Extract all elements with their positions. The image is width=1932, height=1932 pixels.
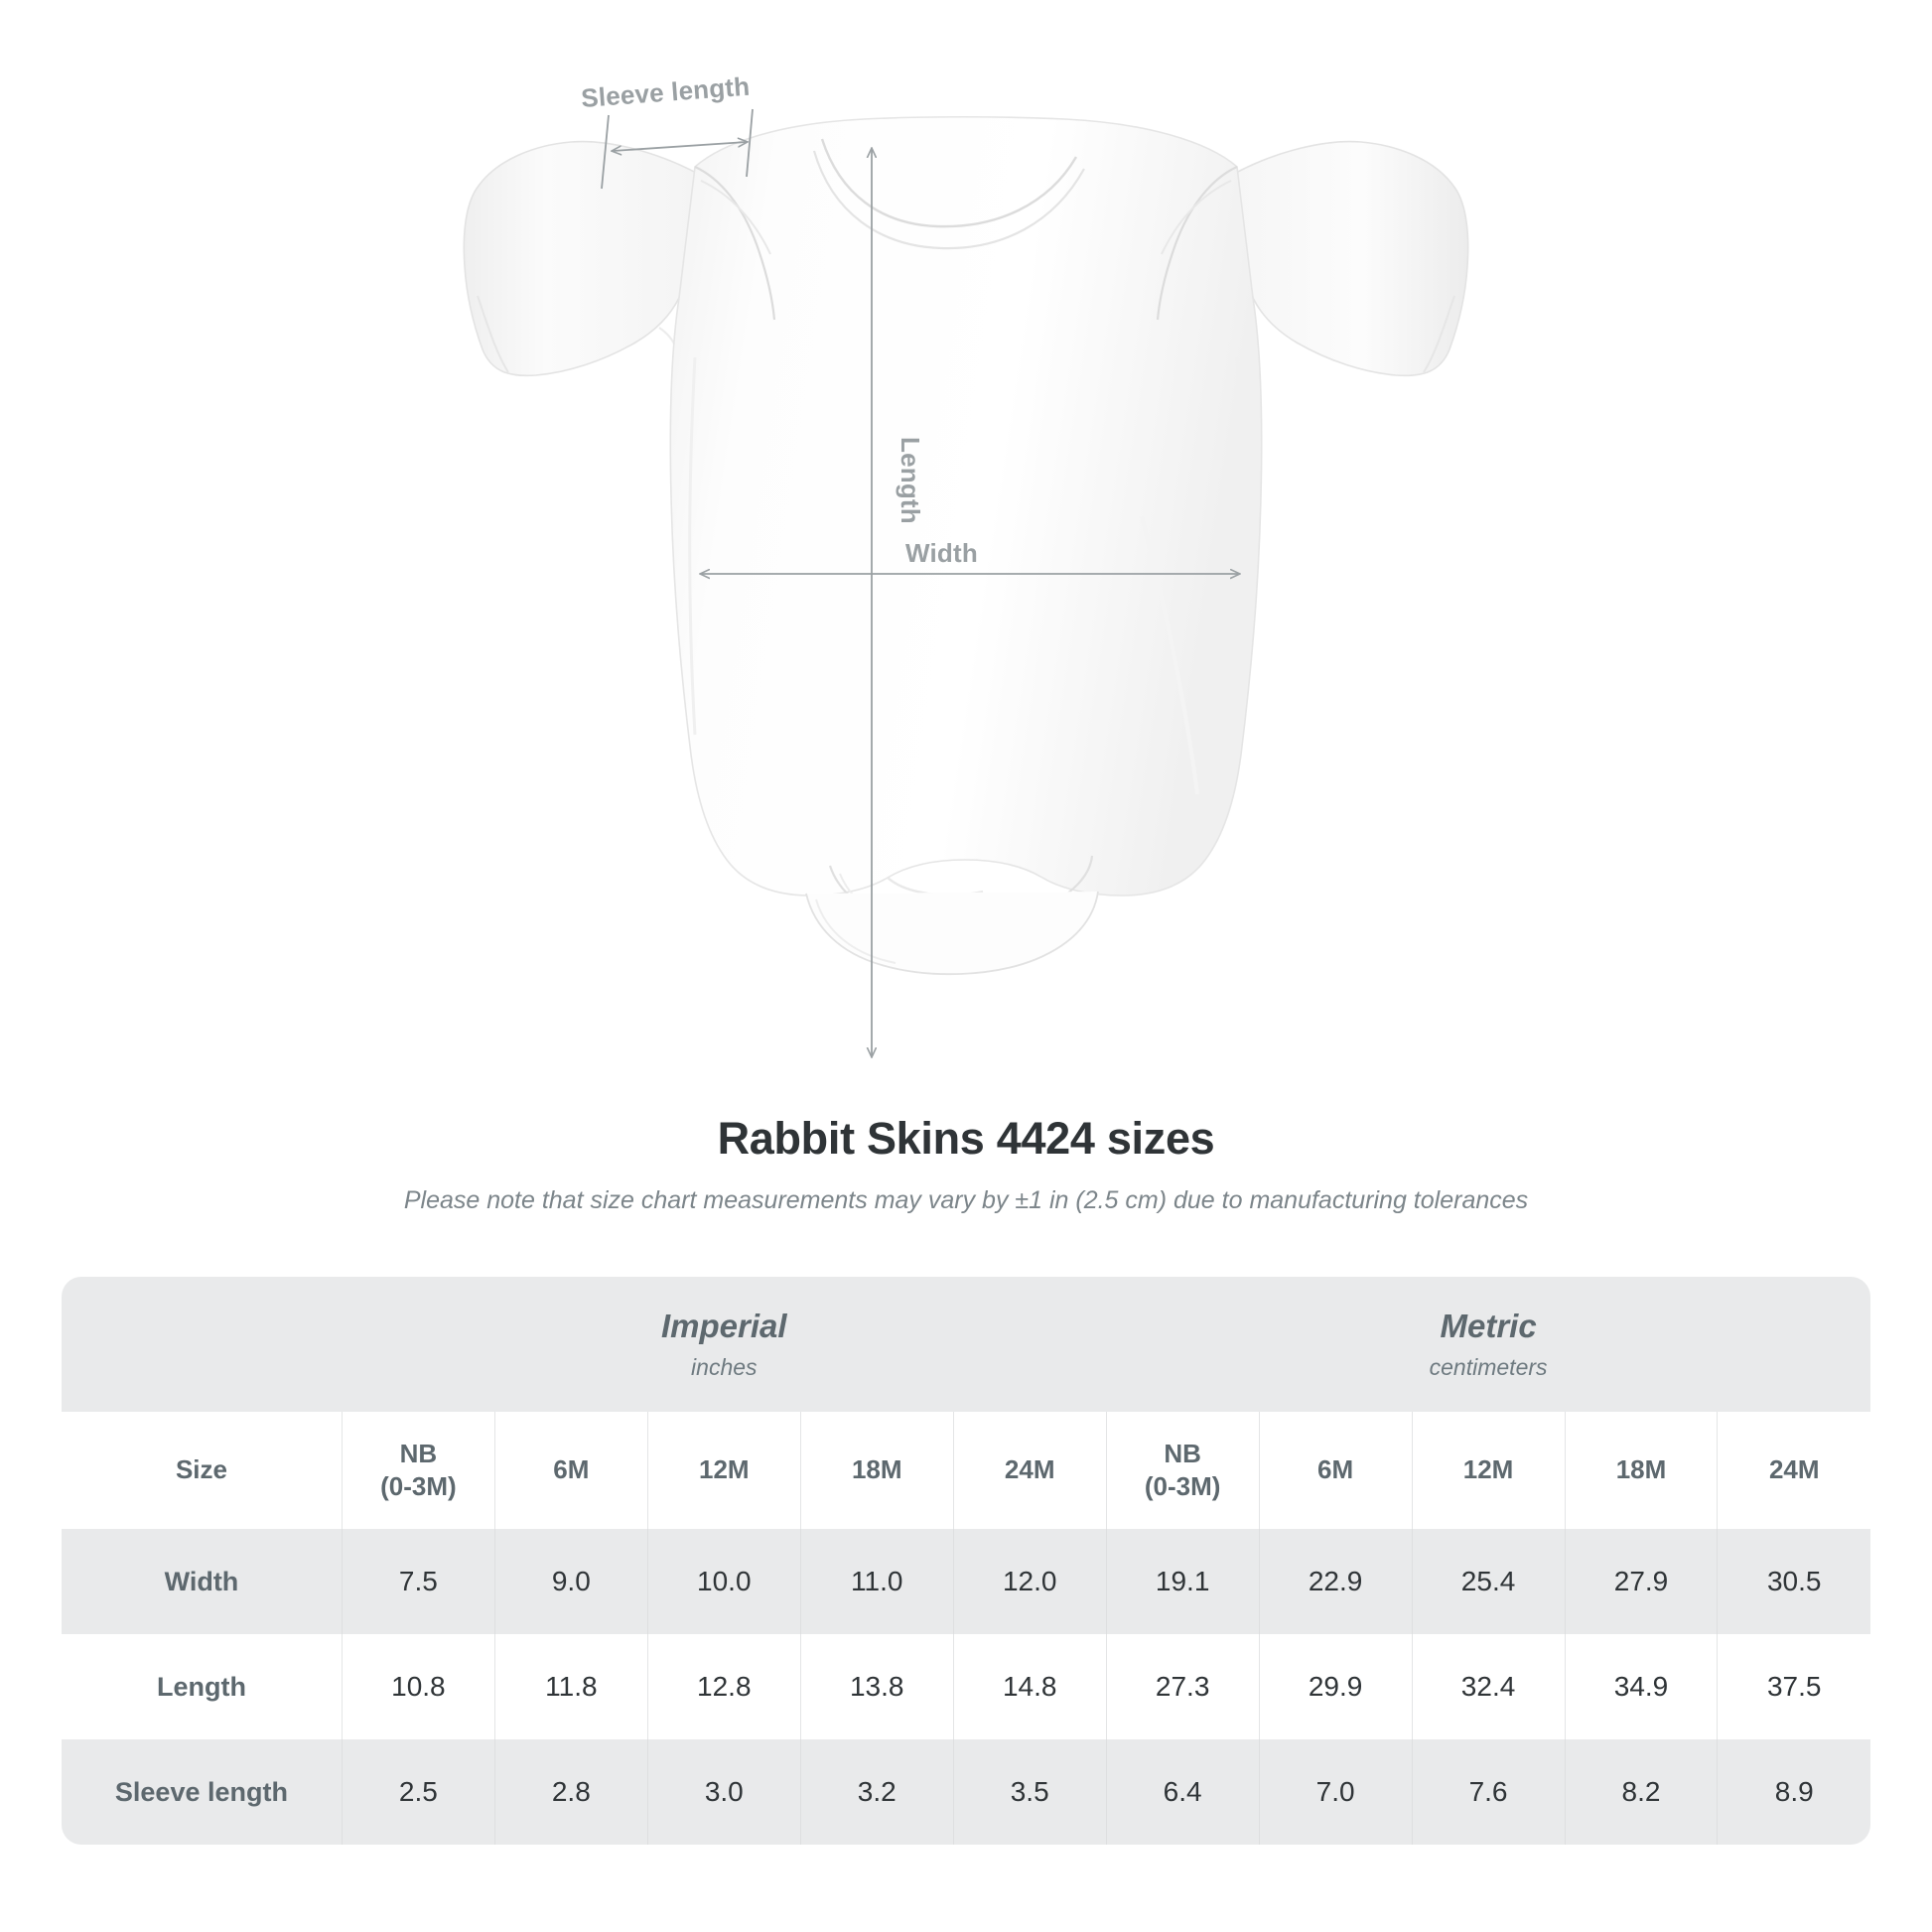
data-cell: 10.0 <box>646 1529 801 1634</box>
col-line2: (0-3M) <box>380 1471 457 1501</box>
dimension-guides <box>601 108 1239 1056</box>
data-cell: 34.9 <box>1564 1634 1718 1739</box>
data-cell: 27.9 <box>1564 1529 1718 1634</box>
column-header-cell: NB (0-3M) <box>341 1412 495 1529</box>
data-cell: 10.8 <box>341 1634 495 1739</box>
sleeve-tick-left <box>601 114 610 190</box>
unit-group-imperial-name: Imperial <box>661 1308 787 1345</box>
column-header-cell: 6M <box>493 1412 648 1529</box>
column-header-cell: 18M <box>1564 1412 1718 1529</box>
page-title: Rabbit Skins 4424 sizes <box>717 1113 1215 1164</box>
data-cell: 32.4 <box>1411 1634 1566 1739</box>
column-header-cell: NB (0-3M) <box>1105 1412 1260 1529</box>
onesie-graphic <box>463 115 1469 976</box>
column-header-cell: 6M <box>1258 1412 1413 1529</box>
data-cell: 9.0 <box>493 1529 648 1634</box>
unit-group-row: Imperial inches Metric centimeters <box>62 1277 1870 1412</box>
unit-group-metric: Metric centimeters <box>1106 1277 1870 1412</box>
data-cell: 11.0 <box>799 1529 954 1634</box>
data-cell: 8.9 <box>1717 1739 1870 1845</box>
data-cell: 3.2 <box>799 1739 954 1845</box>
data-cell: 12.0 <box>952 1529 1107 1634</box>
data-cell: 27.3 <box>1105 1634 1260 1739</box>
col-line1: NB <box>1164 1438 1201 1468</box>
table-row: Length 10.8 11.8 12.8 13.8 14.8 27.3 29.… <box>62 1634 1870 1739</box>
title-block: Rabbit Skins 4424 sizes Please note that… <box>0 1114 1932 1215</box>
column-header-cell: 18M <box>799 1412 954 1529</box>
sleeve-tick-right <box>746 108 754 178</box>
data-cell: 14.8 <box>952 1634 1107 1739</box>
column-header-cell: 12M <box>1411 1412 1566 1529</box>
row-header-title: Size <box>62 1412 343 1529</box>
column-header-cell: 12M <box>646 1412 801 1529</box>
column-header-cell: 24M <box>1717 1412 1870 1529</box>
column-header-cell: 24M <box>952 1412 1107 1529</box>
data-cell: 8.2 <box>1564 1739 1718 1845</box>
column-header-row: Size NB (0-3M) 6M 12M 18M 24M NB (0-3M) … <box>62 1412 1870 1529</box>
data-cell: 3.0 <box>646 1739 801 1845</box>
data-cell: 3.5 <box>952 1739 1107 1845</box>
sleeve-length-arrow <box>613 142 747 151</box>
sleeve-length-label: Sleeve length <box>580 71 751 113</box>
table-row: Sleeve length 2.5 2.8 3.0 3.2 3.5 6.4 7.… <box>62 1739 1870 1845</box>
data-cell: 7.6 <box>1411 1739 1566 1845</box>
data-cell: 12.8 <box>646 1634 801 1739</box>
data-cell: 11.8 <box>493 1634 648 1739</box>
data-cell: 37.5 <box>1717 1634 1870 1739</box>
data-cell: 7.0 <box>1258 1739 1413 1845</box>
data-cell: 22.9 <box>1258 1529 1413 1634</box>
tolerance-note: Please note that size chart measurements… <box>403 1185 1529 1214</box>
unit-group-metric-name: Metric <box>1440 1308 1537 1345</box>
unit-group-imperial: Imperial inches <box>342 1277 1107 1412</box>
size-table-container: Imperial inches Metric centimeters Size … <box>62 1277 1870 1845</box>
size-table: Imperial inches Metric centimeters Size … <box>62 1277 1870 1845</box>
unit-group-imperial-sub: inches <box>691 1354 758 1381</box>
data-cell: 30.5 <box>1717 1529 1870 1634</box>
row-measure-label: Width <box>62 1529 343 1634</box>
width-label: Width <box>905 538 978 568</box>
unit-group-spacer <box>62 1277 343 1412</box>
data-cell: 2.8 <box>493 1739 648 1845</box>
data-cell: 29.9 <box>1258 1634 1413 1739</box>
col-line1: NB <box>399 1438 438 1468</box>
row-measure-label: Sleeve length <box>62 1739 343 1845</box>
data-cell: 6.4 <box>1105 1739 1260 1845</box>
data-cell: 13.8 <box>799 1634 954 1739</box>
unit-group-metric-sub: centimeters <box>1429 1354 1548 1381</box>
col-line2: (0-3M) <box>1144 1471 1221 1501</box>
data-cell: 2.5 <box>341 1739 495 1845</box>
data-cell: 19.1 <box>1105 1529 1260 1634</box>
length-label: Length <box>896 437 925 524</box>
garment-illustration: Sleeve length Length Width <box>463 71 1469 1112</box>
data-cell: 7.5 <box>341 1529 495 1634</box>
table-row: Width 7.5 9.0 10.0 11.0 12.0 19.1 22.9 2… <box>62 1529 1870 1634</box>
data-cell: 25.4 <box>1411 1529 1566 1634</box>
row-measure-label: Length <box>62 1634 343 1739</box>
